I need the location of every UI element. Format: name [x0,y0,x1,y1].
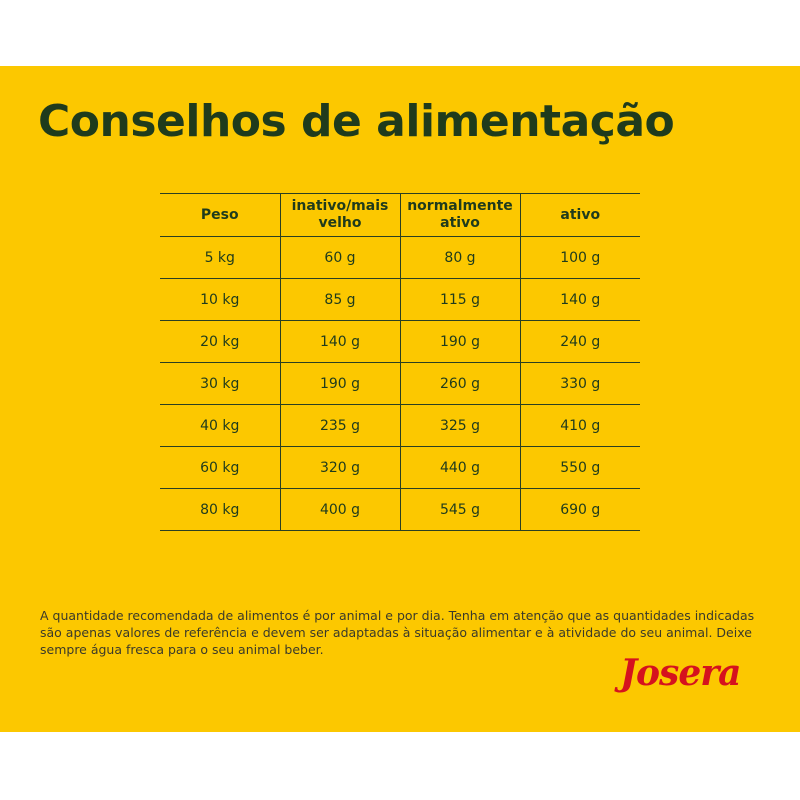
table-cell: 5 kg [160,236,280,279]
header-row: Peso inativo/mais velho normalmente ativo a… [160,193,640,237]
feeding-table: Peso inativo/mais velho normalmente ativo a… [160,193,640,531]
table-cell: 40 kg [160,404,280,447]
table-cell: 260 g [399,362,520,405]
table-cell: 410 g [519,404,640,447]
table-row: 20 kg 140 g 190 g 240 g [160,320,640,363]
column-header: ativo [519,193,640,237]
table-cell: 115 g [399,278,520,321]
footnote: A quantidade recomendada de alimentos é … [40,608,755,657]
table-row: 60 kg 320 g 440 g 550 g [160,446,640,489]
table-row: 5 kg 60 g 80 g 100 g [160,236,640,279]
table-row: 30 kg 190 g 260 g 330 g [160,362,640,405]
table-cell: 140 g [519,278,640,321]
table-cell: 100 g [519,236,640,279]
table-cell: 320 g [279,446,400,489]
table-cell: 545 g [399,488,520,531]
title: Conselhos de alimentação [38,96,675,147]
table-cell: 550 g [519,446,640,489]
table-cell: 20 kg [160,320,280,363]
table-body: 5 kg 60 g 80 g 100 g 10 kg 85 g 115 g 140 g 20 k… [160,236,640,531]
brand-logo: Josera [620,652,742,694]
table-cell: 80 g [399,236,520,279]
table-cell: 60 kg [160,446,280,489]
table-cell: 85 g [279,278,400,321]
table-row: 10 kg 85 g 115 g 140 g [160,278,640,321]
table-cell: 80 kg [160,488,280,531]
table-cell: 240 g [519,320,640,363]
table-cell: 235 g [279,404,400,447]
column-header: normalmente ativo [399,193,520,237]
table-cell: 30 kg [160,362,280,405]
table-cell: 60 g [279,236,400,279]
table-cell: 400 g [279,488,400,531]
table-cell: 190 g [399,320,520,363]
table-cell: 140 g [279,320,400,363]
table-cell: 690 g [519,488,640,531]
table-cell: 330 g [519,362,640,405]
table-cell: 190 g [279,362,400,405]
table-row: 40 kg 235 g 325 g 410 g [160,404,640,447]
table-cell: 325 g [399,404,520,447]
table-cell: 10 kg [160,278,280,321]
column-header: inativo/mais velho [279,193,400,237]
column-header: Peso [160,193,280,237]
table-row: 80 kg 400 g 545 g 690 g [160,488,640,531]
table-head: Peso inativo/mais velho normalmente ativo a… [160,193,640,237]
table-cell: 440 g [399,446,520,489]
